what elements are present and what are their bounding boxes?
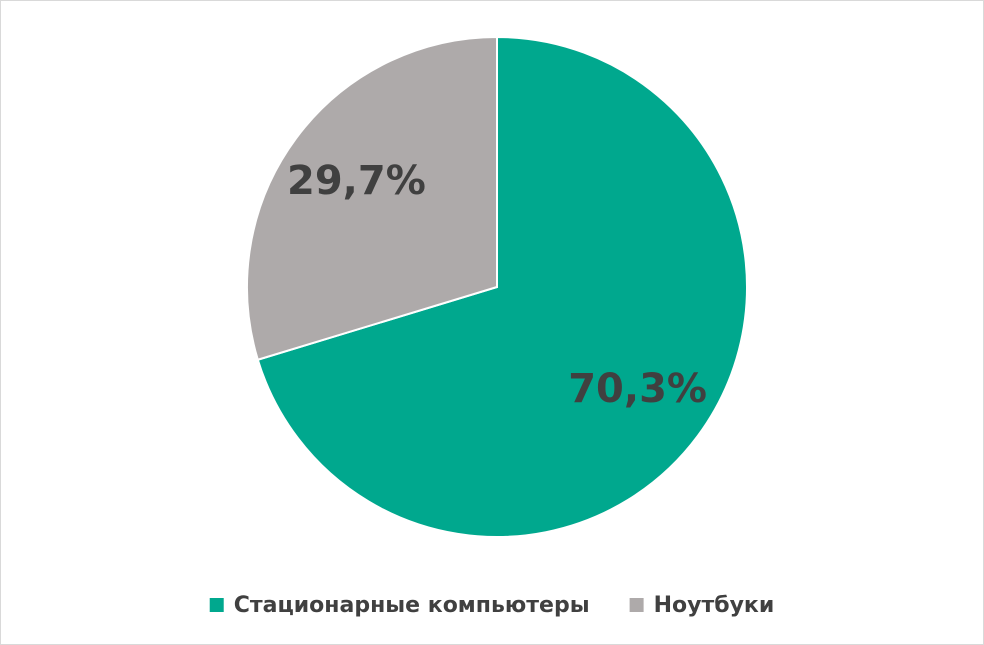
value-label: 70,3% bbox=[568, 366, 707, 412]
pie-slice bbox=[246, 35, 498, 362]
legend-label: Стационарные компьютеры bbox=[234, 593, 590, 618]
legend-swatch bbox=[629, 598, 644, 612]
legend-swatch bbox=[209, 598, 224, 612]
pie-slice bbox=[256, 35, 748, 538]
value-label: 29,7% bbox=[287, 158, 426, 204]
legend-label: Ноутбуки bbox=[654, 593, 775, 618]
